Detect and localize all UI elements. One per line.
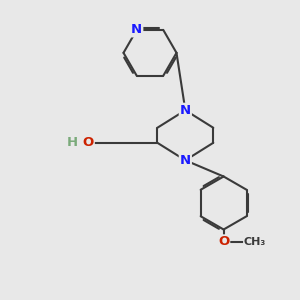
Text: H: H (66, 136, 77, 149)
Text: CH₃: CH₃ (244, 237, 266, 247)
Text: N: N (180, 104, 191, 117)
Text: N: N (131, 23, 142, 36)
Text: O: O (82, 136, 94, 149)
Text: N: N (180, 154, 191, 167)
Text: O: O (218, 236, 229, 248)
